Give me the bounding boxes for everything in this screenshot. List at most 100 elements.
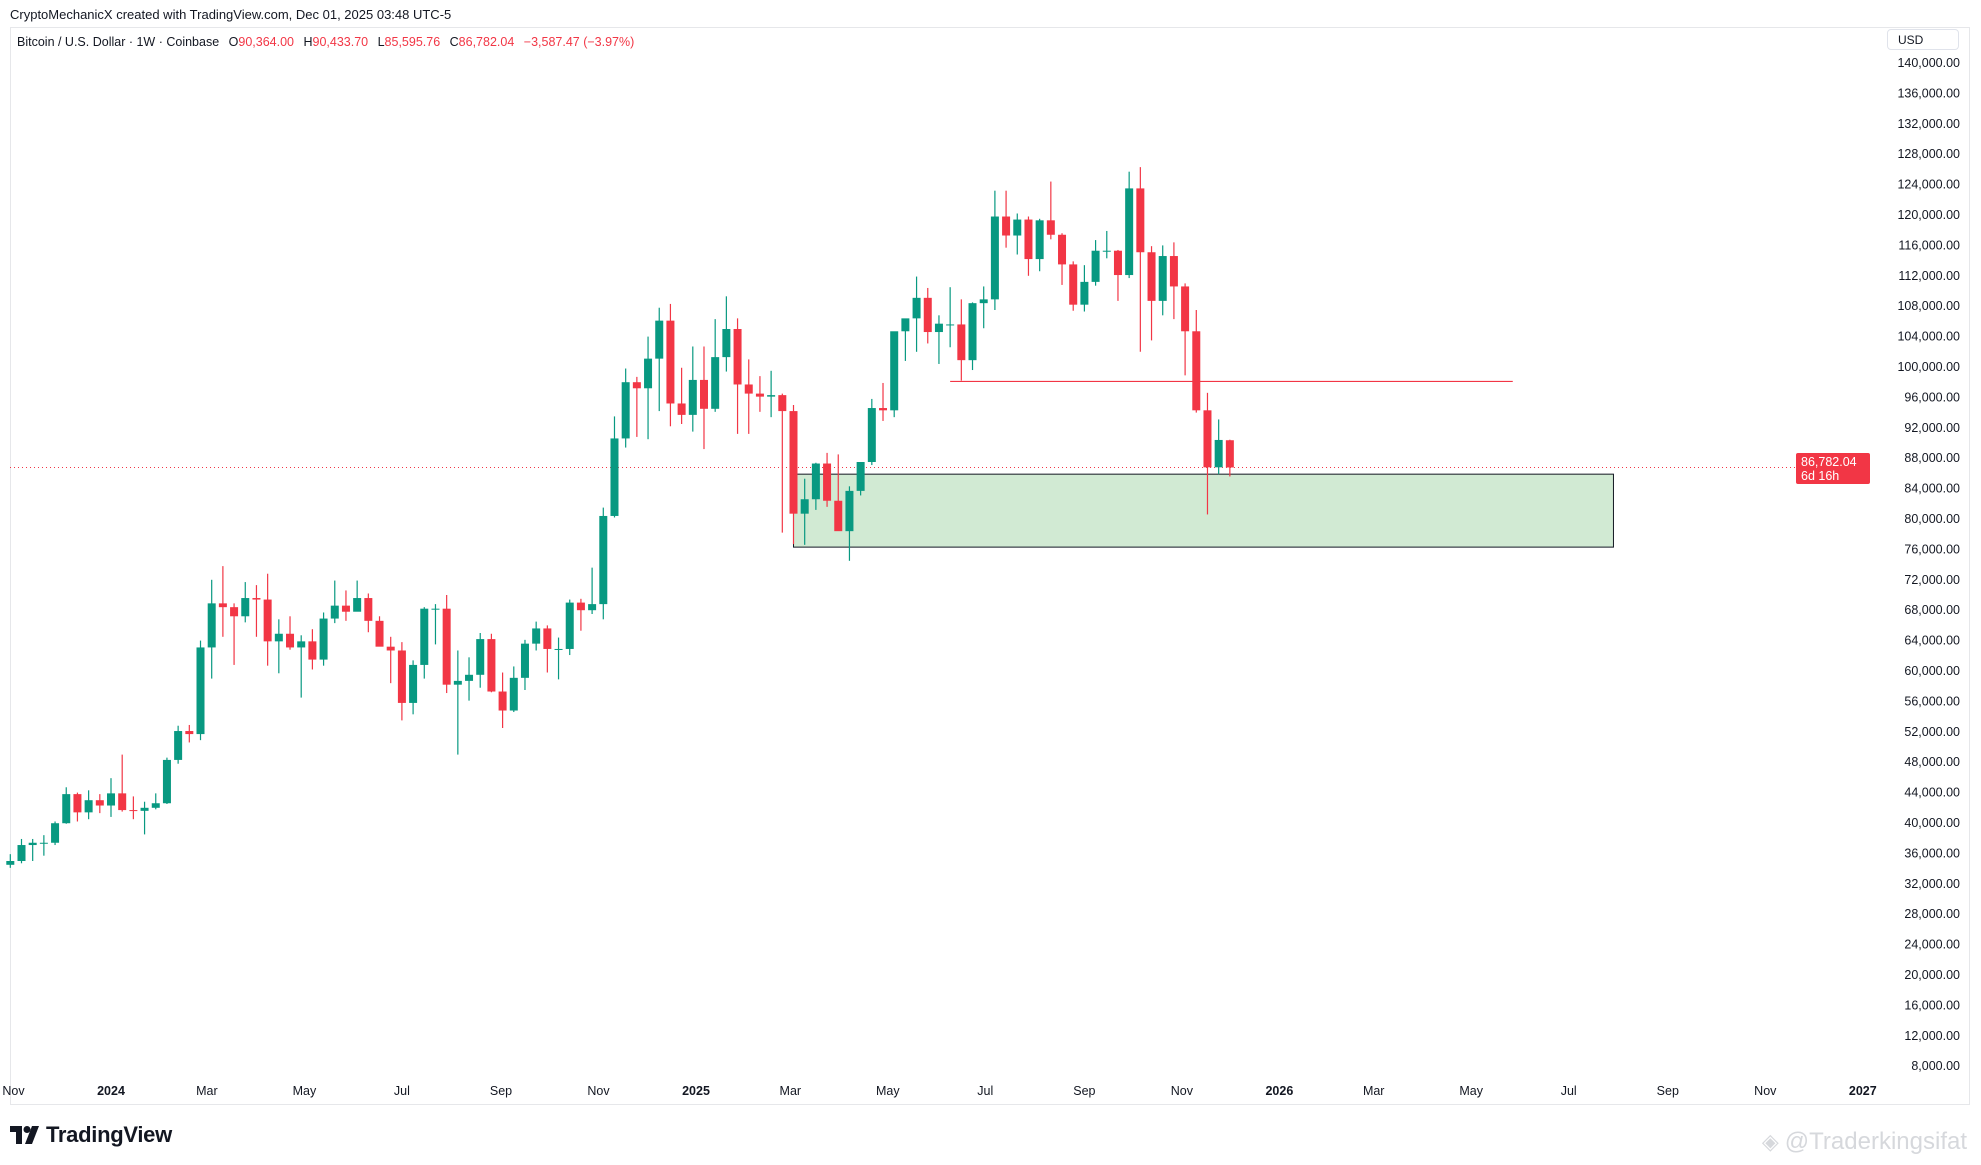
price-tick-label: 52,000.00 — [1904, 725, 1960, 739]
candle — [487, 633, 496, 693]
candle-body — [834, 500, 843, 532]
candle-body — [990, 216, 999, 300]
candle-body — [1091, 250, 1100, 282]
candle-body — [420, 608, 429, 665]
candle-body — [330, 605, 339, 619]
candle — [778, 393, 787, 533]
candle-body — [845, 490, 854, 532]
candle-body — [28, 842, 37, 846]
candle-body — [129, 810, 138, 812]
candle — [1113, 249, 1122, 301]
candle-body — [1069, 264, 1078, 305]
candle — [241, 582, 250, 623]
price-tick-label: 36,000.00 — [1904, 846, 1960, 860]
candle — [286, 616, 295, 650]
candle-body — [509, 677, 518, 711]
candle-body — [118, 793, 127, 811]
candle — [453, 650, 462, 755]
candle — [274, 619, 283, 674]
candle — [6, 854, 15, 868]
symbol-title[interactable]: Bitcoin / U.S. Dollar · 1W · Coinbase — [17, 35, 220, 49]
candle-body — [688, 379, 697, 415]
candle — [297, 635, 306, 698]
time-tick-label: May — [1459, 1084, 1483, 1098]
candle-body — [565, 602, 574, 649]
candle-body — [286, 633, 295, 648]
candle-body — [263, 599, 272, 642]
low-label: L — [377, 35, 385, 49]
price-tick-label: 56,000.00 — [1904, 694, 1960, 708]
candle — [588, 567, 597, 614]
candle-body — [252, 598, 261, 600]
candle — [856, 462, 865, 496]
price-tick-label: 100,000.00 — [1897, 360, 1960, 374]
candle-body — [386, 646, 395, 651]
candle — [73, 792, 82, 822]
tradingview-brand: TradingView — [46, 1122, 172, 1147]
candle — [520, 639, 529, 690]
candle — [17, 838, 26, 864]
candle-body — [800, 499, 809, 514]
candle-body — [934, 323, 943, 333]
candle — [129, 796, 138, 820]
candle — [1069, 261, 1078, 311]
candle — [1058, 233, 1067, 285]
time-tick-label: Nov — [1754, 1084, 1777, 1098]
candle-body — [890, 331, 899, 411]
candle — [509, 666, 518, 713]
candle — [834, 454, 843, 532]
candle — [1203, 392, 1212, 515]
watermark-logo-icon: ◈ — [1761, 1129, 1779, 1154]
candle-body — [1225, 440, 1234, 468]
candle-body — [644, 358, 653, 389]
candle — [845, 486, 854, 561]
time-tick-label: Nov — [2, 1084, 25, 1098]
price-tick-label: 132,000.00 — [1897, 117, 1960, 131]
candle — [151, 793, 160, 810]
candle — [811, 462, 820, 510]
close-value: 86,782.04 — [458, 35, 515, 49]
candle-body — [6, 861, 15, 865]
candle — [957, 299, 966, 381]
price-tick-label: 124,000.00 — [1897, 178, 1960, 192]
currency-button[interactable]: USD — [1887, 29, 1959, 50]
candle — [879, 382, 888, 421]
candle-body — [218, 603, 227, 608]
chart-panel[interactable] — [10, 27, 1970, 1105]
candle-body — [73, 794, 82, 813]
candle-body — [1002, 216, 1011, 236]
tradingview-logo-icon — [10, 1126, 39, 1144]
watermark: ◈ @Traderkingsifat — [1762, 1128, 1967, 1156]
candle — [1169, 242, 1178, 320]
candle — [934, 315, 943, 364]
candle — [476, 633, 485, 688]
candle — [341, 590, 350, 621]
candle-body — [465, 674, 474, 681]
candle — [543, 625, 552, 673]
candle-body — [599, 515, 608, 605]
candle — [789, 405, 798, 545]
candle-body — [1169, 256, 1178, 287]
candle — [576, 598, 585, 631]
candle — [397, 642, 406, 721]
candle-body — [520, 643, 529, 678]
candle — [84, 790, 93, 820]
candle — [420, 607, 429, 679]
candle — [28, 838, 37, 861]
price-tick-label: 116,000.00 — [1898, 238, 1960, 252]
candle-body — [274, 633, 283, 642]
candle-body — [610, 438, 619, 516]
candle — [1091, 240, 1100, 286]
price-tick-label: 44,000.00 — [1904, 786, 1960, 800]
candle-body — [442, 608, 451, 685]
candle — [442, 595, 451, 694]
candle — [1147, 246, 1156, 341]
candle-body — [867, 408, 876, 462]
candle-body — [140, 807, 149, 811]
candle — [375, 616, 384, 647]
time-tick-label: Mar — [1363, 1084, 1385, 1098]
candle — [1035, 218, 1044, 272]
price-tick-label: 24,000.00 — [1904, 938, 1960, 952]
tradingview-logo[interactable]: TradingView — [10, 1122, 172, 1148]
